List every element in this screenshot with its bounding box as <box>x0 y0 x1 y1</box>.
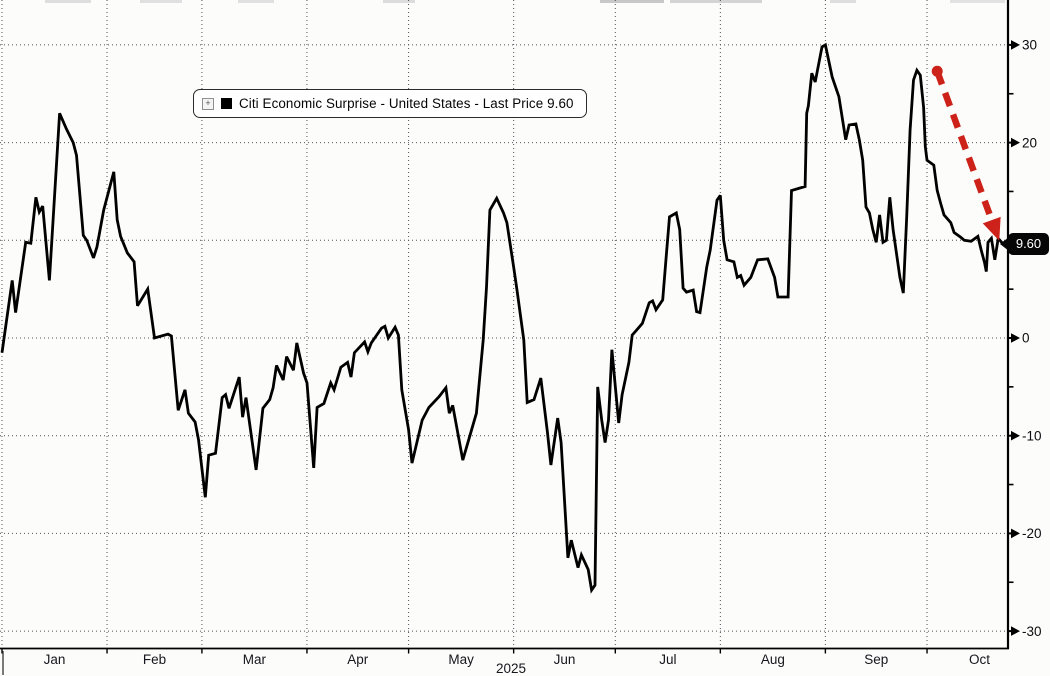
x-tick-label-jul: Jul <box>659 652 676 667</box>
x-tick-label-feb: Feb <box>143 652 166 667</box>
y-tick-label-0: 0 <box>1022 331 1030 346</box>
trend-arrow-shaft <box>934 70 996 225</box>
y-tick-label--10: -10 <box>1022 428 1042 443</box>
clipped-text-artifact <box>383 0 415 3</box>
y-tick-label--20: -20 <box>1022 526 1042 541</box>
x-tick-label-may: May <box>448 652 474 667</box>
x-tick-label-apr: Apr <box>347 652 369 667</box>
series-swatch-icon <box>221 98 232 109</box>
clipped-text-artifact <box>950 0 1005 3</box>
clipped-text-artifact <box>140 0 182 3</box>
y-tick-label--30: -30 <box>1022 624 1042 639</box>
y-tick-arrow-icon <box>1011 626 1020 636</box>
x-tick-label-jun: Jun <box>554 652 576 667</box>
legend-expand-icon[interactable] <box>202 97 214 110</box>
clipped-text-artifact <box>45 0 91 3</box>
x-tick-label-aug: Aug <box>761 652 785 667</box>
clipped-text-artifact <box>238 0 274 3</box>
trend-arrowhead-icon <box>982 216 1001 241</box>
badge-pointer-icon <box>1000 237 1009 251</box>
y-tick-arrow-icon <box>1011 40 1020 50</box>
x-axis-year-label: 2025 <box>495 661 527 676</box>
last-price-value: 9.60 <box>1008 233 1049 255</box>
y-tick-arrow-icon <box>1011 528 1020 539</box>
clipped-text-artifact <box>830 0 856 3</box>
legend-label: Citi Economic Surprise - United States -… <box>239 96 574 111</box>
y-tick-arrow-icon <box>1011 333 1020 343</box>
y-tick-label-30: 30 <box>1022 38 1037 53</box>
last-price-badge: 9.60 <box>1000 233 1049 255</box>
y-tick-arrow-icon <box>1011 430 1020 441</box>
x-tick-label-jan: Jan <box>44 652 66 667</box>
series-line <box>0 42 1006 594</box>
clipped-text-artifact <box>670 0 762 3</box>
x-tick-label-sep: Sep <box>864 652 888 667</box>
x-tick-label-oct: Oct <box>969 652 990 667</box>
y-tick-label-20: 20 <box>1022 135 1037 150</box>
y-tick-arrow-icon <box>1011 137 1020 148</box>
x-tick-label-mar: Mar <box>243 652 267 667</box>
chart-legend[interactable]: Citi Economic Surprise - United States -… <box>193 89 587 118</box>
clipped-text-artifact <box>600 0 664 3</box>
